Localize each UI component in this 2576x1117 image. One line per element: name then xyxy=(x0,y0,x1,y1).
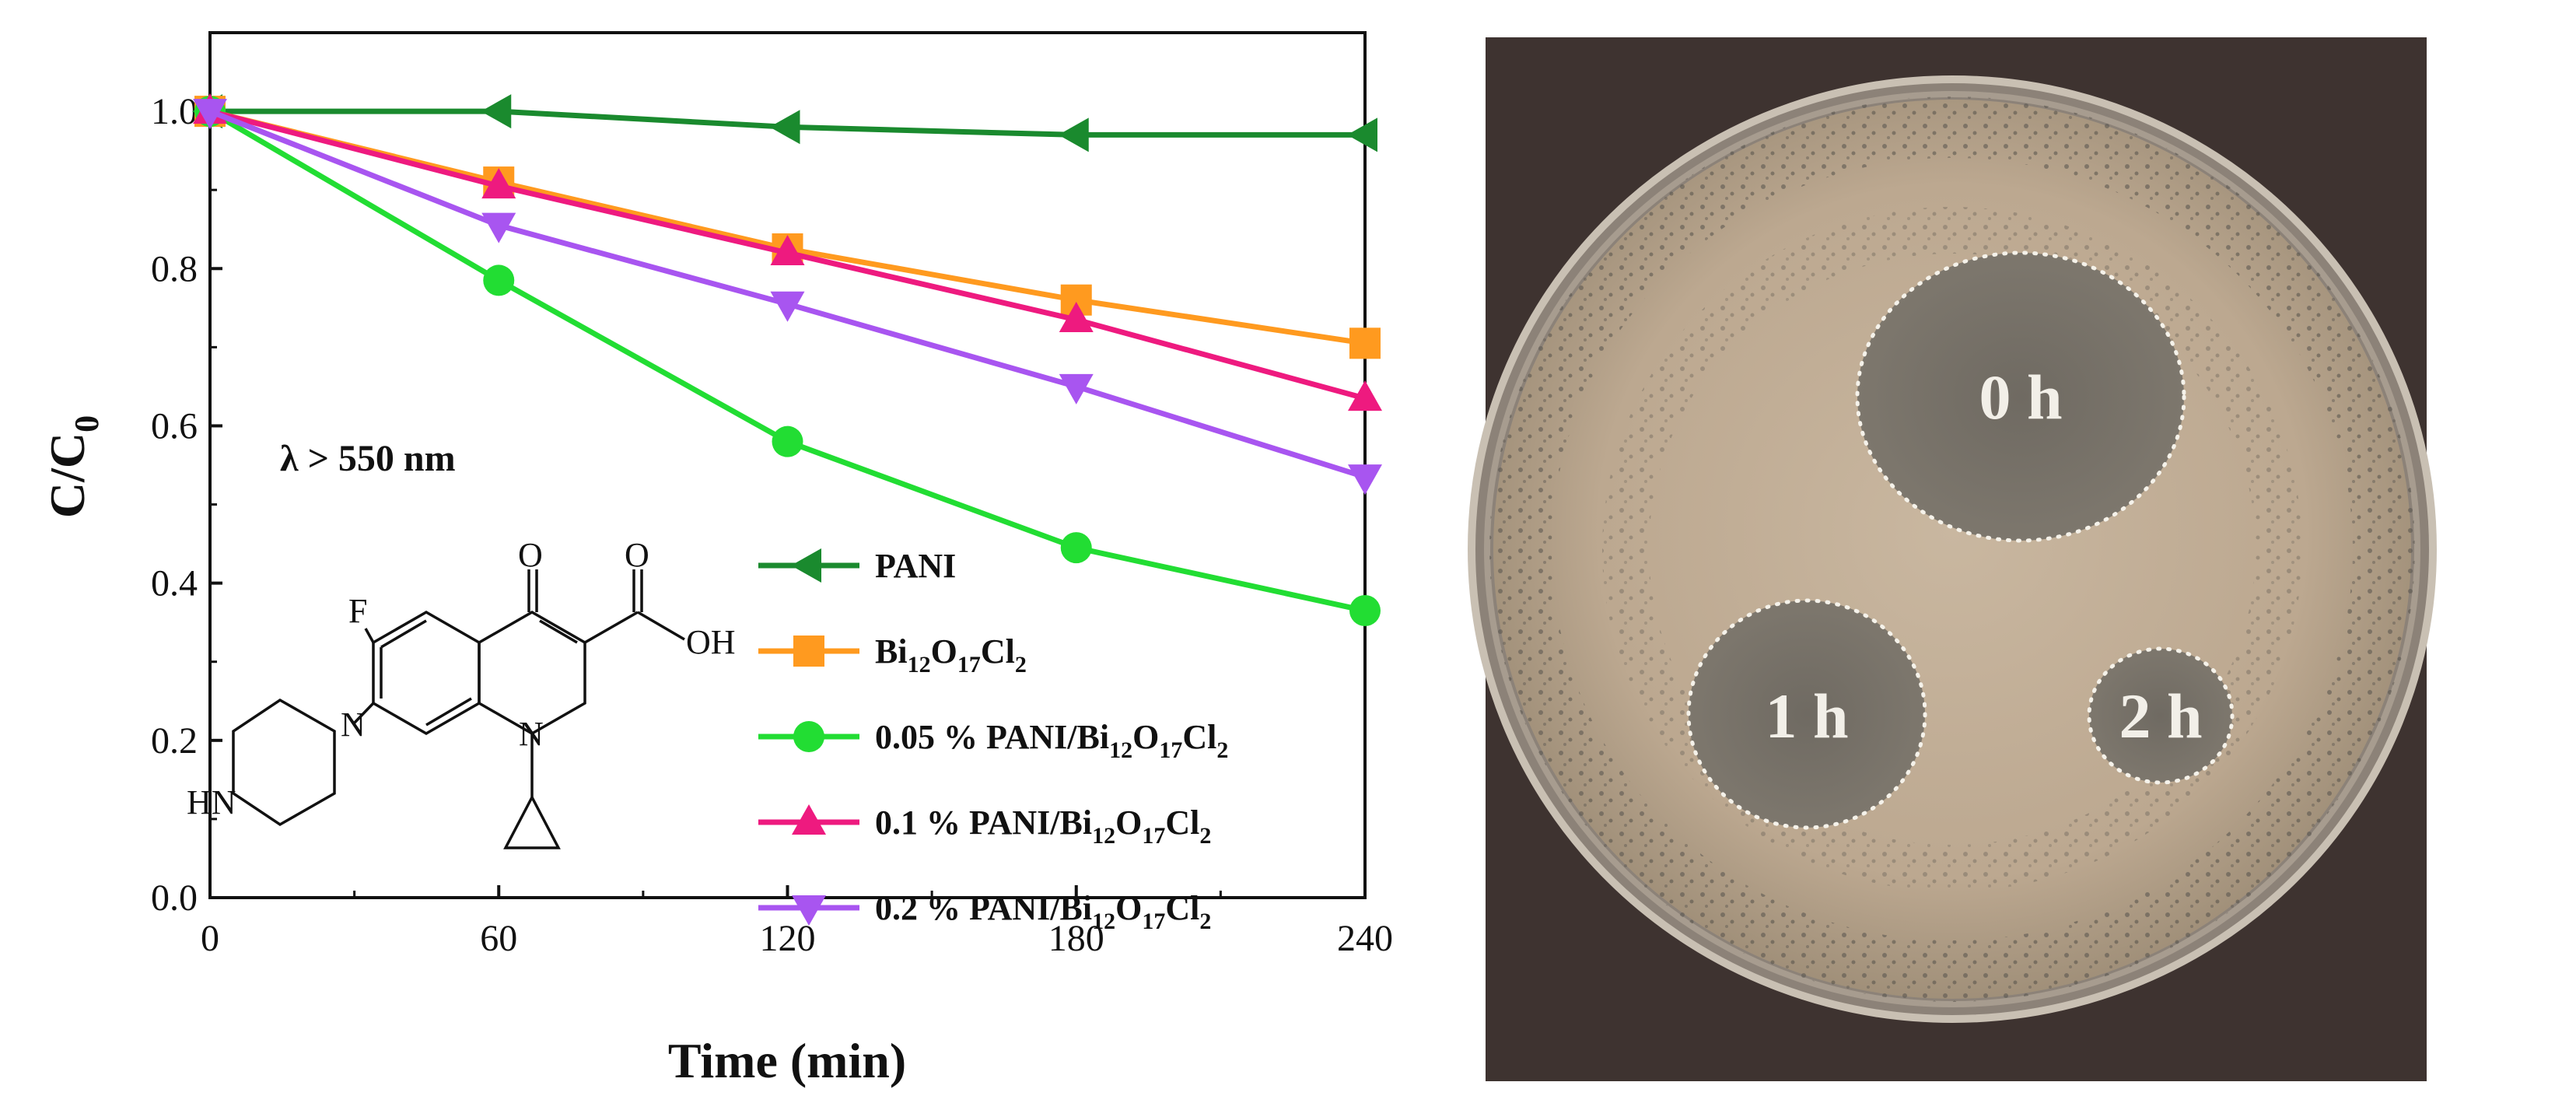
legend-marker xyxy=(792,804,826,835)
data-point xyxy=(483,264,515,296)
data-point xyxy=(770,291,805,322)
data-point xyxy=(1348,380,1382,411)
data-point xyxy=(1348,464,1382,495)
legend-marker xyxy=(792,895,826,926)
legend-label: Bi12O17Cl2 xyxy=(875,632,1027,678)
data-point xyxy=(481,212,516,243)
wavelength-annotation: λ > 550 nm xyxy=(280,438,456,479)
data-point xyxy=(1060,532,1092,564)
data-point xyxy=(481,94,512,129)
ciprofloxacin-structure xyxy=(232,569,685,849)
legend-label: 0.2 % PANI/Bi12O17Cl2 xyxy=(875,889,1211,934)
legend-marker xyxy=(793,636,824,667)
y-tick-label: 1.0 xyxy=(151,91,198,132)
inhibition-zone-1h xyxy=(1686,598,1927,830)
y-tick-label: 0.0 xyxy=(151,877,198,919)
y-tick-label: 0.2 xyxy=(151,720,198,762)
legend-entry-1: Bi12O17Cl2 xyxy=(758,632,1027,678)
svg-text:O: O xyxy=(518,536,543,574)
legend-entry-2: 0.05 % PANI/Bi12O17Cl2 xyxy=(758,718,1228,763)
svg-text:O: O xyxy=(625,536,649,574)
legend-entry-0: PANI xyxy=(758,547,956,585)
x-axis: 0 60 120 180 240 xyxy=(201,885,1393,959)
legend: PANI Bi12O17Cl2 0.05 % PANI/Bi12O17Cl2 0.1 … xyxy=(758,547,1228,934)
series-3 xyxy=(193,93,1382,411)
svg-text:HN: HN xyxy=(187,783,236,821)
inhibition-zone-0h xyxy=(1855,250,2186,543)
svg-text:OH: OH xyxy=(686,623,736,661)
data-point xyxy=(1059,301,1094,332)
svg-text:F: F xyxy=(348,592,367,630)
data-point xyxy=(1349,327,1381,359)
y-tick-label: 0.6 xyxy=(151,405,198,446)
x-tick-label: 0 xyxy=(201,918,219,959)
y-tick-label: 0.4 xyxy=(151,563,198,604)
legend-label: 0.1 % PANI/Bi12O17Cl2 xyxy=(875,804,1211,849)
legend-entry-3: 0.1 % PANI/Bi12O17Cl2 xyxy=(758,804,1211,849)
series-layer xyxy=(192,93,1382,627)
data-point xyxy=(1058,117,1089,152)
x-tick-label: 120 xyxy=(760,918,816,959)
legend-marker xyxy=(791,548,821,583)
data-point xyxy=(770,235,805,266)
data-point xyxy=(1349,595,1381,627)
data-point xyxy=(1347,117,1377,152)
y-tick-label: 0.8 xyxy=(151,248,198,289)
series-0 xyxy=(192,94,1377,152)
x-axis-title: Time (min) xyxy=(668,1033,906,1088)
y-axis-title: C/C0 xyxy=(40,415,106,518)
zone-label-2h: 2 h xyxy=(2119,681,2202,751)
petri-dish-photo: 0 h 1 h 2 h xyxy=(1468,37,2437,1081)
zone-label-0h: 0 h xyxy=(1979,362,2062,432)
inhibition-zone-2h xyxy=(2087,646,2235,785)
x-tick-label: 60 xyxy=(480,918,517,959)
legend-label: 0.05 % PANI/Bi12O17Cl2 xyxy=(875,718,1228,763)
y-axis: 0.0 0.2 0.4 0.6 0.8 1.0 xyxy=(151,31,222,919)
bacterial-lawn xyxy=(1489,96,2415,1002)
data-point xyxy=(481,168,516,199)
x-tick-label: 180 xyxy=(1048,918,1104,959)
data-point xyxy=(772,425,803,457)
legend-label: PANI xyxy=(875,547,956,585)
svg-text:N: N xyxy=(519,715,544,753)
svg-text:C/C0: C/C0 xyxy=(40,415,106,518)
x-tick-label: 240 xyxy=(1337,918,1393,959)
data-point xyxy=(193,99,227,130)
legend-entry-4: 0.2 % PANI/Bi12O17Cl2 xyxy=(758,889,1211,934)
data-point xyxy=(1059,373,1094,404)
data-point xyxy=(769,110,800,145)
dish-inner-rim xyxy=(1484,91,2420,1007)
series-4 xyxy=(193,99,1382,495)
zone-label-1h: 1 h xyxy=(1765,681,1848,751)
legend-marker xyxy=(793,721,824,752)
series-line xyxy=(208,109,1366,614)
chart: 0.0 0.2 0.4 0.6 0.8 1.0 0 60 120 180 240 Time (mi… xyxy=(40,31,1393,1088)
molecule-labels: O O OH F N N HN xyxy=(187,536,736,821)
svg-text:N: N xyxy=(341,706,366,744)
